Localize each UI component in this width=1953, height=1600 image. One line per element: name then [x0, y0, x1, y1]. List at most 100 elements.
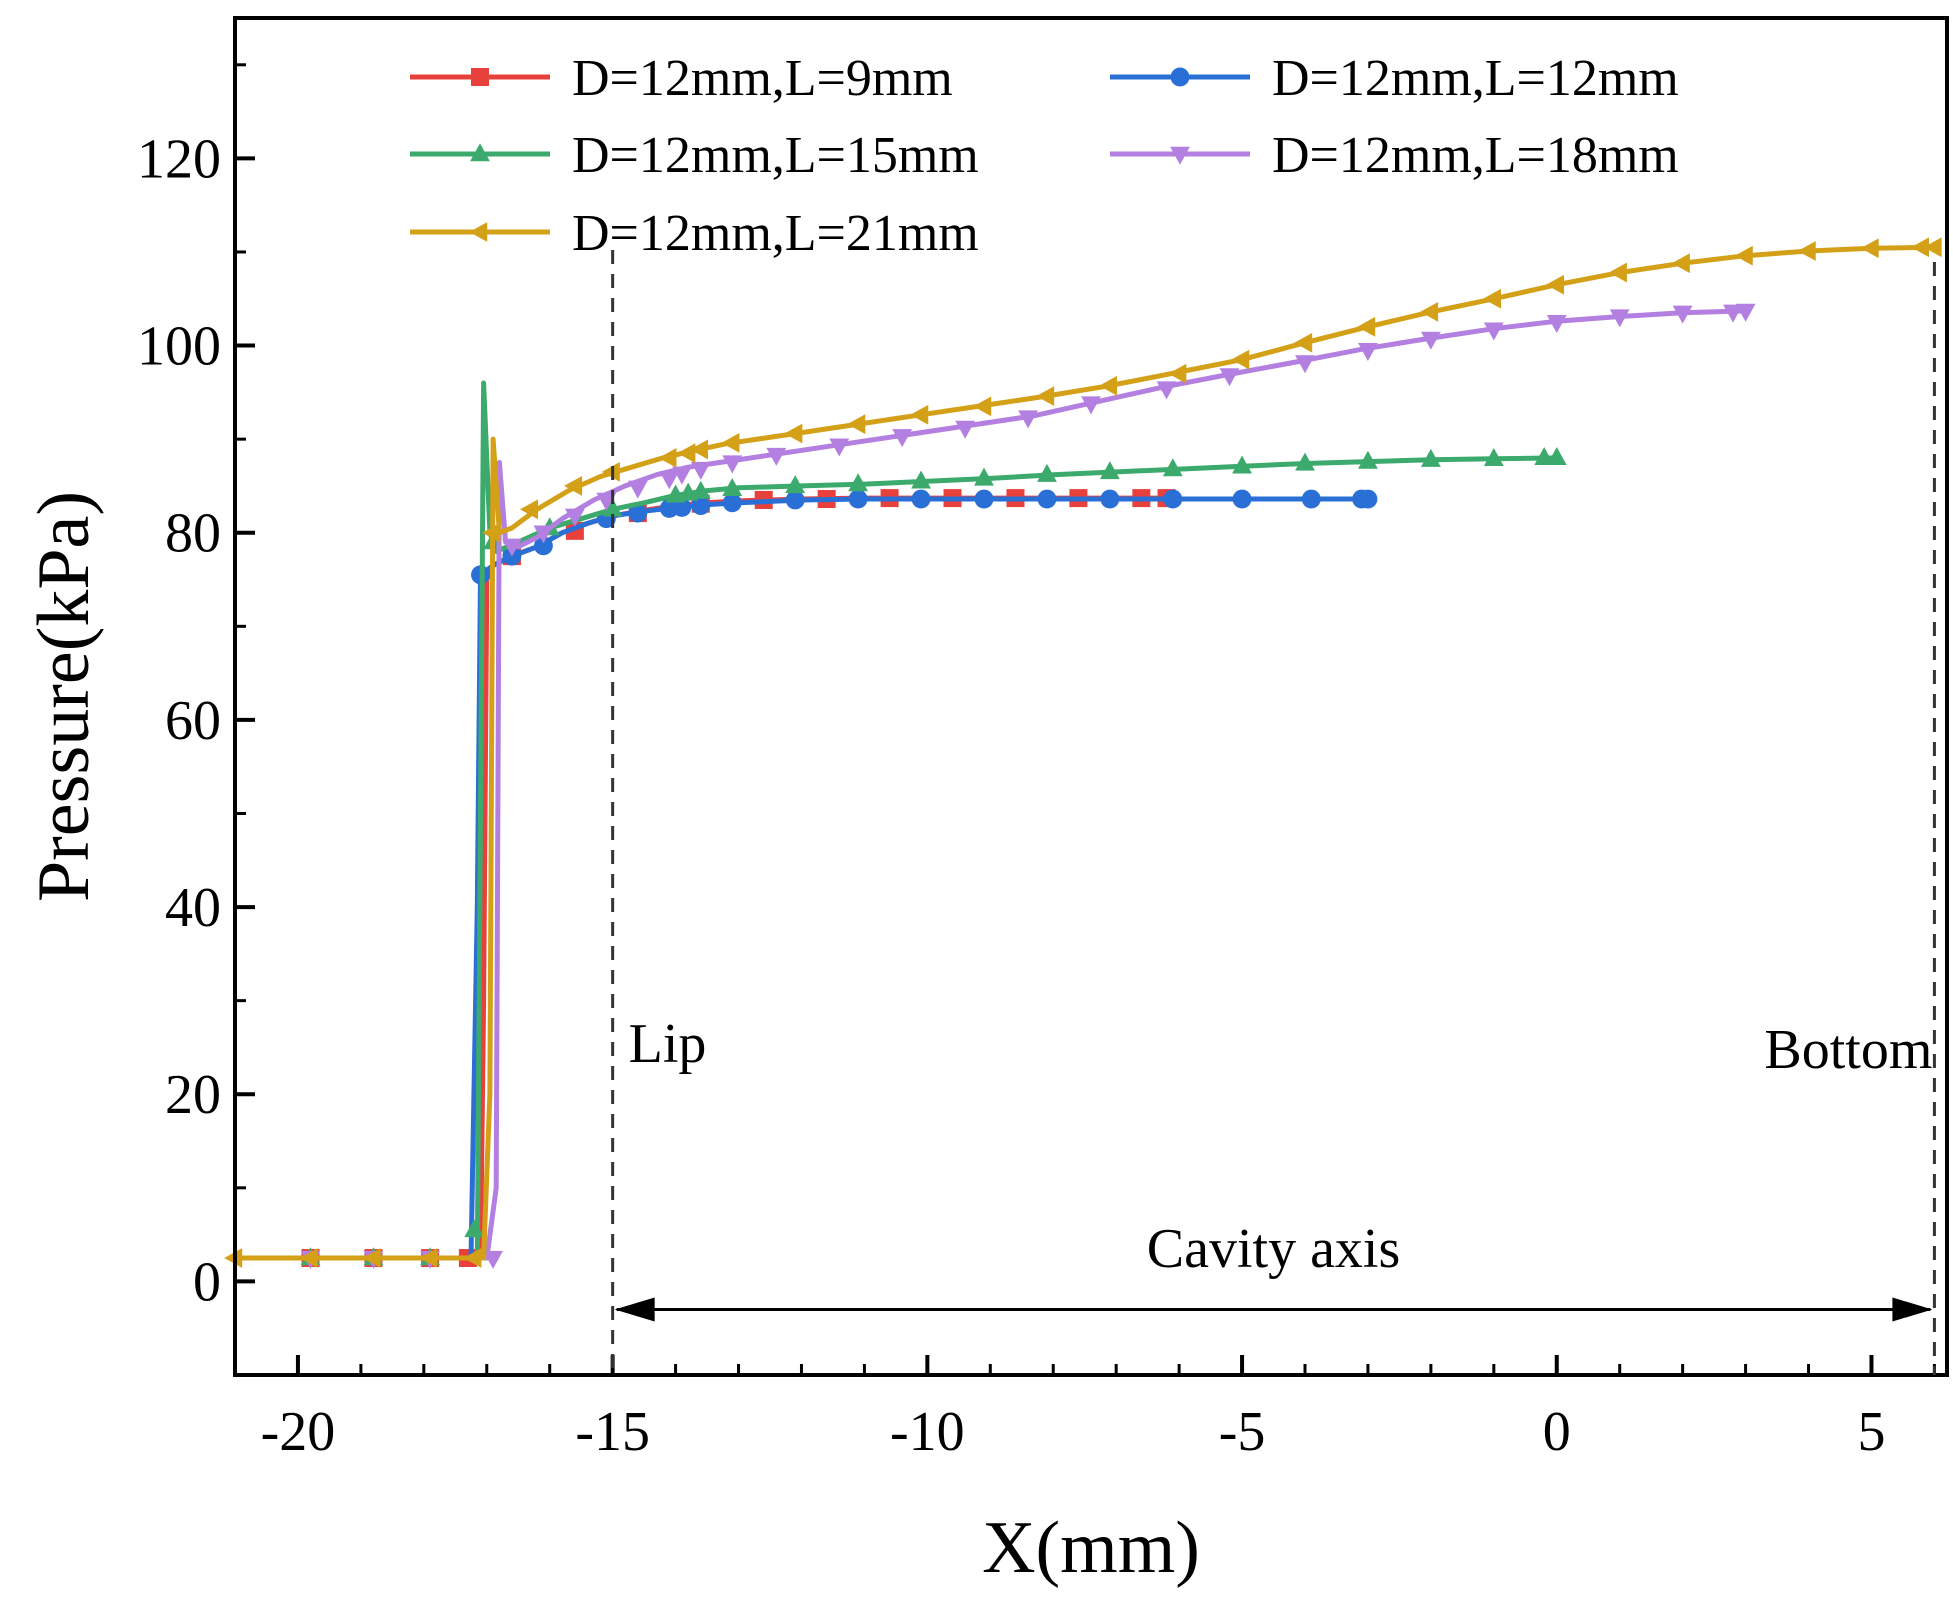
data-point: [689, 439, 708, 460]
data-point: [1608, 262, 1627, 283]
data-point: [482, 522, 501, 543]
data-point: [1420, 448, 1441, 467]
data-point: [659, 471, 680, 490]
y-tick-label: 60: [165, 690, 221, 752]
data-point: [1420, 331, 1441, 350]
data-point: [1860, 238, 1879, 259]
plot-layer: [224, 237, 1942, 1269]
data-point: [1099, 375, 1118, 396]
data-point: [1357, 316, 1376, 337]
data-point: [1100, 489, 1120, 509]
data-point: [1671, 253, 1690, 274]
series-5: [224, 237, 1942, 1268]
y-tick-label: 0: [193, 1251, 221, 1313]
data-point: [1483, 288, 1502, 309]
data-point: [1358, 343, 1378, 362]
series-line: [235, 496, 1368, 1261]
data-point: [627, 480, 648, 499]
data-point: [1358, 489, 1378, 509]
data-point: [470, 143, 490, 162]
y-tick-label: 100: [137, 316, 221, 378]
data-point: [463, 1248, 482, 1268]
data-point: [1358, 450, 1378, 469]
x-axis-title: X(mm): [982, 1507, 1200, 1589]
legend-item-1: D=12mm,L=9mm: [410, 50, 953, 107]
data-point: [1546, 314, 1567, 333]
data-point: [1231, 349, 1250, 370]
data-point: [602, 498, 623, 517]
x-tick-label: -5: [1219, 1401, 1266, 1463]
data-point: [471, 68, 489, 86]
data-point: [1420, 301, 1439, 322]
data-point: [533, 536, 553, 556]
data-point: [722, 493, 742, 513]
data-point: [464, 1219, 485, 1238]
data-point: [1534, 447, 1555, 466]
data-point: [1037, 489, 1057, 509]
data-point: [974, 467, 994, 486]
data-point: [974, 489, 994, 509]
data-point: [419, 1248, 438, 1268]
data-point: [1911, 237, 1930, 258]
data-point: [848, 473, 869, 492]
legend: D=12mm,L=9mm D=12mm,L=12mm D=12mm,L=15mm D=…: [410, 50, 1679, 262]
cavity-axis-label: Cavity axis: [1147, 1218, 1401, 1280]
data-point: [601, 461, 620, 482]
data-point: [677, 443, 696, 464]
data-point: [1294, 332, 1313, 353]
data-point: [784, 423, 803, 444]
data-point: [1163, 489, 1183, 509]
data-point: [910, 404, 929, 425]
data-point: [1735, 303, 1756, 322]
y-tick-label: 20: [165, 1064, 221, 1126]
legend-item-2: D=12mm,L=12mm: [1110, 50, 1679, 107]
data-point: [564, 508, 585, 527]
cavity-arrow-left-head: [614, 1297, 655, 1322]
data-point: [955, 420, 976, 439]
data-point: [691, 496, 711, 516]
legend-label: D=12mm,L=18mm: [1272, 127, 1679, 184]
data-point: [1232, 455, 1252, 474]
data-point: [785, 475, 806, 494]
data-point: [690, 461, 711, 480]
data-point: [564, 476, 583, 496]
data-point: [1546, 447, 1567, 466]
data-point: [829, 438, 850, 457]
series-line: [235, 495, 1180, 1261]
data-point: [1219, 368, 1240, 387]
data-point: [973, 396, 992, 417]
series-line: [235, 308, 1746, 1261]
data-point: [533, 525, 554, 544]
data-point: [1295, 355, 1315, 374]
data-point: [1099, 461, 1120, 480]
y-tick-label: 80: [165, 503, 221, 565]
y-tick-label: 120: [137, 128, 221, 190]
y-tick-label: 40: [165, 877, 221, 939]
data-point: [1295, 452, 1315, 471]
data-point: [299, 1248, 318, 1268]
data-point: [892, 429, 913, 448]
data-point: [1168, 363, 1187, 384]
data-point: [1723, 304, 1743, 323]
data-point: [690, 480, 711, 499]
data-point: [502, 538, 522, 557]
data-point: [722, 455, 743, 474]
legend-item-3: D=12mm,L=15mm: [410, 127, 979, 184]
data-point: [628, 503, 648, 523]
data-point: [847, 414, 866, 435]
data-point: [1232, 489, 1252, 509]
data-point: [1170, 146, 1190, 165]
series-3: [235, 380, 1567, 1266]
plot-frame: [233, 16, 1949, 1377]
axes-layer: -20 -15 -10 -5 0 5 0 20 40 60 80 100 120: [137, 63, 1936, 1463]
y-axis-title: Pressure(kPa): [23, 491, 105, 902]
data-point: [848, 489, 868, 509]
data-point: [911, 489, 931, 509]
lip-label: Lip: [629, 1013, 707, 1075]
x-tick-label: -20: [261, 1401, 336, 1463]
data-point: [672, 498, 692, 517]
data-point: [721, 432, 740, 453]
x-tick-label: -10: [890, 1401, 965, 1463]
annotation-layer: Lip Bottom Cavity axis: [611, 250, 1936, 1375]
series-4: [235, 303, 1756, 1269]
